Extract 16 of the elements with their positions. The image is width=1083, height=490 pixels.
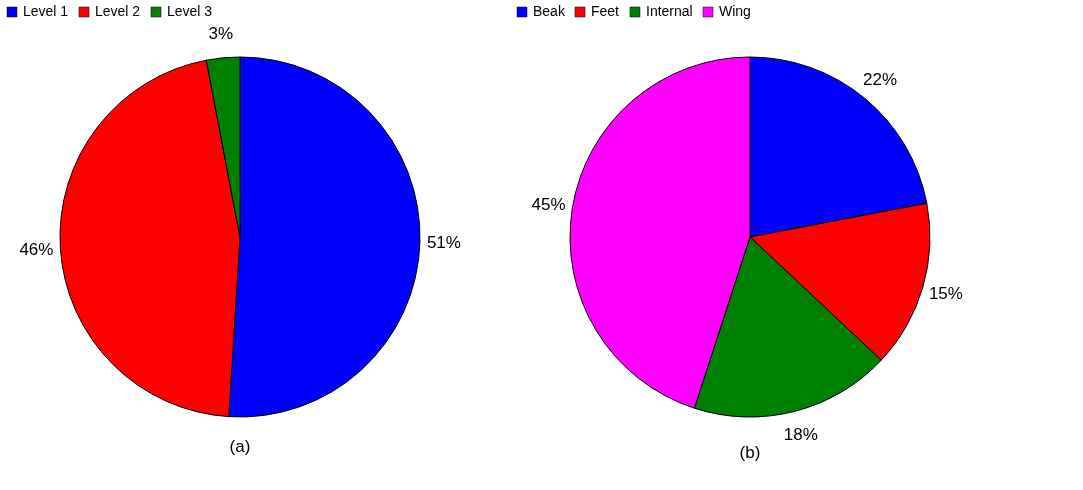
text: (a)	[229, 437, 251, 456]
legend-label: Level 3	[167, 3, 213, 19]
legend-label: Wing	[719, 3, 751, 19]
data-label: 45%	[531, 195, 566, 215]
legend-label: Internal	[646, 3, 693, 19]
legend-label: Level 1	[23, 3, 69, 19]
data-label: 15%	[928, 283, 963, 303]
data-label: 46%	[19, 239, 54, 259]
text: (b)	[739, 442, 761, 462]
data-label: 51%	[426, 233, 461, 253]
data-label: 22%	[863, 69, 898, 89]
legend-label: Feet	[591, 3, 620, 19]
legend-label: Beak	[533, 3, 566, 19]
legend-label: Level 2	[95, 3, 141, 19]
data-label: 18%	[783, 424, 818, 444]
data-label: 3%	[208, 23, 234, 43]
